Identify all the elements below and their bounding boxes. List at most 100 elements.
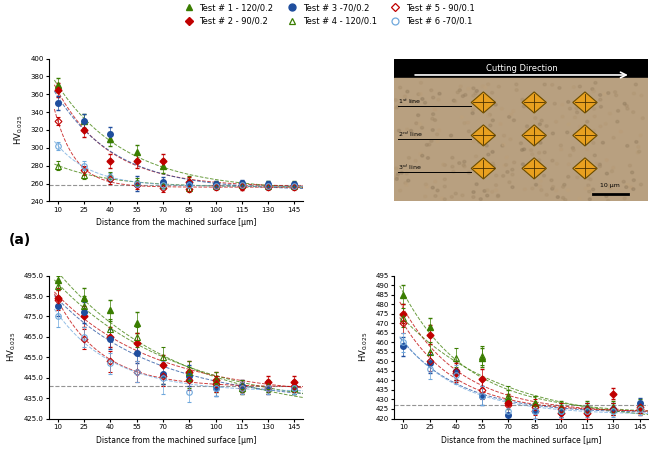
Circle shape — [459, 85, 462, 88]
Circle shape — [495, 184, 498, 186]
Circle shape — [489, 113, 491, 116]
Circle shape — [396, 175, 399, 178]
Circle shape — [539, 180, 542, 182]
Circle shape — [605, 159, 608, 162]
Circle shape — [515, 89, 518, 91]
Circle shape — [534, 130, 538, 133]
Circle shape — [491, 190, 494, 193]
Circle shape — [431, 129, 434, 131]
Circle shape — [441, 197, 443, 200]
Circle shape — [555, 162, 559, 165]
Circle shape — [576, 111, 578, 114]
Circle shape — [532, 107, 534, 110]
Circle shape — [523, 105, 525, 108]
Circle shape — [631, 171, 633, 174]
Circle shape — [442, 163, 445, 166]
Circle shape — [616, 120, 619, 123]
Circle shape — [434, 195, 437, 198]
Circle shape — [574, 116, 576, 119]
Polygon shape — [572, 158, 597, 179]
Circle shape — [453, 99, 455, 102]
Circle shape — [539, 141, 542, 144]
Circle shape — [424, 195, 427, 198]
Circle shape — [394, 198, 397, 201]
Circle shape — [634, 83, 637, 86]
Circle shape — [593, 115, 596, 118]
X-axis label: Distance from the machined surface [μm]: Distance from the machined surface [μm] — [441, 436, 602, 445]
Circle shape — [521, 98, 524, 101]
Text: (a): (a) — [9, 233, 31, 247]
Circle shape — [559, 148, 563, 151]
Circle shape — [434, 119, 436, 122]
Circle shape — [572, 86, 575, 88]
Circle shape — [576, 176, 579, 179]
Circle shape — [626, 108, 629, 110]
Circle shape — [513, 161, 515, 164]
Y-axis label: HV$_{0.025}$: HV$_{0.025}$ — [12, 115, 24, 145]
Circle shape — [414, 159, 417, 162]
Circle shape — [592, 90, 595, 93]
Circle shape — [578, 103, 582, 106]
Circle shape — [502, 175, 505, 177]
Text: 2$^{nd}$ line: 2$^{nd}$ line — [398, 130, 423, 139]
Circle shape — [592, 142, 595, 144]
Circle shape — [495, 189, 498, 192]
Circle shape — [508, 181, 511, 184]
Circle shape — [500, 108, 504, 110]
Circle shape — [472, 196, 475, 198]
Circle shape — [443, 164, 447, 166]
Circle shape — [464, 94, 467, 96]
Circle shape — [414, 134, 417, 137]
Circle shape — [472, 191, 475, 193]
Circle shape — [532, 164, 535, 166]
Circle shape — [487, 115, 490, 117]
Circle shape — [556, 196, 559, 198]
Circle shape — [438, 129, 441, 131]
Circle shape — [561, 115, 564, 118]
Circle shape — [424, 101, 426, 104]
Circle shape — [399, 86, 402, 89]
Circle shape — [463, 165, 466, 168]
Circle shape — [486, 189, 489, 191]
Circle shape — [496, 194, 500, 197]
Circle shape — [511, 168, 514, 171]
Circle shape — [567, 163, 571, 166]
Circle shape — [631, 111, 635, 113]
Circle shape — [555, 121, 557, 123]
Circle shape — [530, 149, 533, 152]
Circle shape — [572, 149, 575, 151]
Circle shape — [592, 130, 595, 132]
Circle shape — [487, 153, 490, 156]
Circle shape — [599, 165, 601, 167]
Circle shape — [458, 162, 461, 164]
Circle shape — [569, 108, 572, 110]
Circle shape — [542, 174, 546, 177]
Circle shape — [484, 86, 487, 89]
Circle shape — [479, 198, 482, 200]
Circle shape — [454, 192, 457, 195]
Circle shape — [472, 87, 475, 90]
Circle shape — [604, 122, 607, 125]
Circle shape — [450, 196, 453, 198]
Circle shape — [637, 146, 640, 148]
Circle shape — [584, 125, 586, 127]
Circle shape — [538, 159, 540, 162]
Circle shape — [417, 114, 420, 117]
Circle shape — [511, 186, 514, 189]
Circle shape — [622, 180, 626, 183]
Circle shape — [460, 116, 463, 118]
Circle shape — [468, 171, 470, 174]
Circle shape — [608, 112, 611, 115]
Circle shape — [405, 184, 408, 186]
Circle shape — [466, 122, 470, 124]
Circle shape — [552, 185, 555, 188]
Circle shape — [538, 123, 542, 126]
Polygon shape — [471, 92, 496, 113]
Circle shape — [599, 125, 602, 128]
Circle shape — [432, 96, 435, 99]
Circle shape — [400, 171, 403, 174]
Circle shape — [475, 183, 478, 185]
Circle shape — [551, 188, 553, 190]
Y-axis label: HV$_{0.025}$: HV$_{0.025}$ — [358, 332, 370, 362]
Circle shape — [561, 197, 565, 199]
